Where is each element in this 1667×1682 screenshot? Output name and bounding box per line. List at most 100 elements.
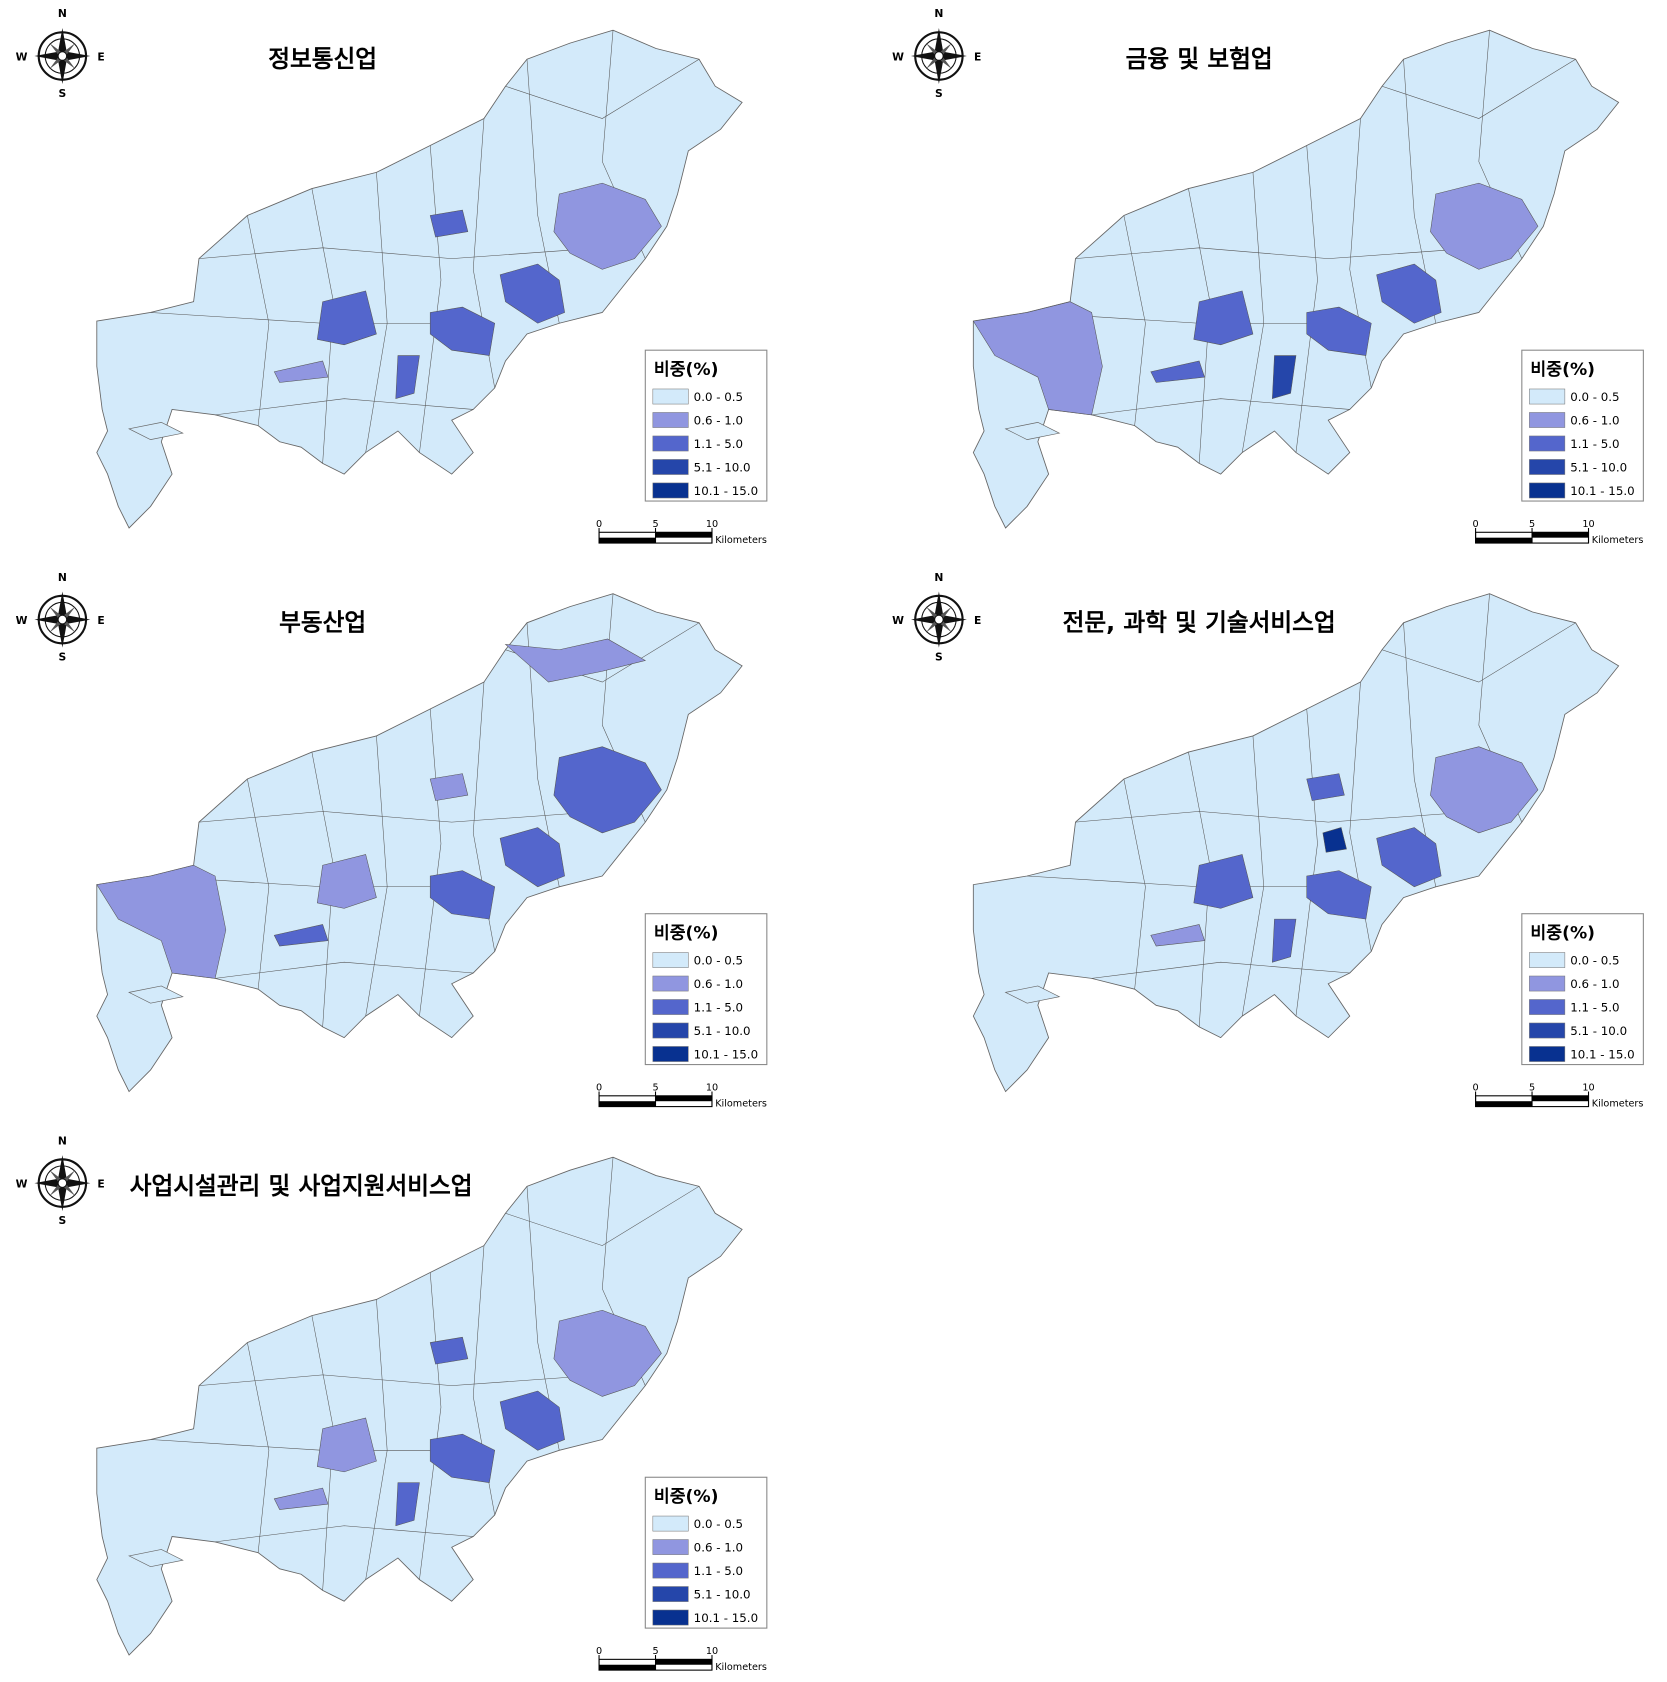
district-boundary (247, 1342, 270, 1553)
district-boundary (198, 1374, 603, 1386)
legend-label: 10.1 - 15.0 (1570, 484, 1634, 498)
scale-segment (599, 1664, 656, 1671)
district (1193, 290, 1254, 346)
district (1306, 870, 1372, 920)
legend-label: 0.0 - 0.5 (1570, 390, 1619, 404)
compass-label: S (59, 650, 67, 663)
legend-swatch (1529, 999, 1566, 1015)
compass-label: E (974, 614, 981, 627)
district-boundary (419, 1272, 442, 1580)
district (1272, 355, 1297, 400)
district (1306, 306, 1372, 356)
district (316, 290, 377, 346)
scale-label: 10 (706, 1646, 718, 1657)
compass-label: W (16, 50, 28, 63)
legend-label: 10.1 - 15.0 (694, 1611, 758, 1625)
district (553, 182, 662, 270)
legend-label: 1.1 - 5.0 (694, 1000, 743, 1014)
district (1376, 263, 1442, 324)
district (499, 263, 565, 324)
compass-label: N (58, 7, 67, 20)
legend-swatch (1529, 952, 1566, 968)
scale-label: 0 (596, 1646, 602, 1657)
scale-label: 5 (652, 1646, 658, 1657)
legend-label: 0.6 - 1.0 (1570, 977, 1619, 991)
district (1430, 746, 1539, 834)
map-land (972, 593, 1620, 1093)
compass-label: E (974, 50, 981, 63)
district-boundary (1075, 811, 1479, 823)
district (395, 355, 420, 400)
district (972, 301, 1103, 416)
scale-label: 10 (706, 519, 718, 530)
scale-segment (655, 532, 712, 538)
scale-label: 5 (652, 1082, 658, 1093)
map-panel: 금융 및 보험업 N S E W 비중(%) 0.0 - 0.5 0.6 - 1.0 1.1 -… (892, 7, 1644, 546)
compass-hub (57, 51, 68, 61)
island (128, 985, 184, 1004)
district (1150, 360, 1205, 383)
compass-label: W (16, 614, 28, 627)
scale-segment (655, 1095, 712, 1102)
legend-swatch (1529, 482, 1566, 499)
scale-segment (1475, 537, 1533, 544)
district-boundary (1075, 247, 1479, 259)
district-boundary (1295, 708, 1318, 1017)
scale-label: 0 (596, 519, 602, 530)
district-boundary (1295, 145, 1318, 453)
legend-swatch (652, 459, 689, 475)
district (429, 1433, 496, 1483)
compass: N S E W (892, 571, 981, 664)
legend-swatch (652, 412, 689, 428)
stage: 정보통신업 N S E W 비중(%) 0.0 - 0.5 0.6 - 1.0 1.1 - 5.… (16, 7, 1644, 1673)
district-boundary (1381, 622, 1576, 683)
district (429, 1336, 469, 1365)
scale-label: 5 (1529, 519, 1535, 530)
legend-label: 5.1 - 10.0 (694, 460, 751, 474)
district-boundary (215, 1525, 474, 1543)
scale-label: 0 (1473, 1082, 1479, 1093)
district-boundary (505, 1186, 700, 1246)
district (1193, 854, 1254, 909)
map-land (972, 29, 1620, 529)
legend-label: 0.0 - 0.5 (694, 953, 743, 967)
scale-label: 10 (706, 1082, 718, 1093)
legend-swatch (652, 1539, 689, 1555)
district (553, 1309, 662, 1397)
district (1322, 827, 1347, 853)
compass-hub (57, 1178, 68, 1188)
district-boundary (1091, 961, 1350, 979)
legend-label: 5.1 - 10.0 (694, 1024, 751, 1038)
district-boundary (1123, 215, 1146, 426)
map-panel: 정보통신업 N S E W 비중(%) 0.0 - 0.5 0.6 - 1.0 1.1 - 5.… (16, 7, 768, 546)
map-land (96, 29, 743, 529)
district (429, 306, 496, 356)
legend-swatch (1529, 1022, 1566, 1039)
map-title: 전문, 과학 및 기술서비스업 (1063, 608, 1336, 636)
district-boundary (505, 59, 700, 119)
district-boundary (247, 215, 270, 426)
legend-label: 1.1 - 5.0 (694, 437, 743, 451)
district (429, 773, 469, 801)
island (1004, 422, 1061, 440)
legend-label: 1.1 - 5.0 (1570, 1000, 1619, 1014)
island (1004, 985, 1061, 1004)
legend-title: 비중(%) (1530, 360, 1595, 380)
compass-label: N (934, 7, 943, 20)
district-boundary (198, 247, 603, 259)
district (316, 1417, 377, 1473)
compass-label: S (59, 1214, 67, 1227)
district (273, 360, 329, 383)
legend-swatch (652, 388, 689, 405)
legend-label: 5.1 - 10.0 (1570, 1024, 1627, 1038)
legend-swatch (1529, 459, 1566, 475)
district-boundary (215, 961, 474, 979)
legend-swatch (1529, 412, 1566, 428)
map-title: 부동산업 (279, 608, 366, 636)
legend-swatch (652, 1022, 689, 1039)
compass-label: S (935, 87, 943, 100)
legend-swatch (652, 482, 689, 499)
compass-label: S (59, 87, 67, 100)
island (128, 1549, 184, 1568)
